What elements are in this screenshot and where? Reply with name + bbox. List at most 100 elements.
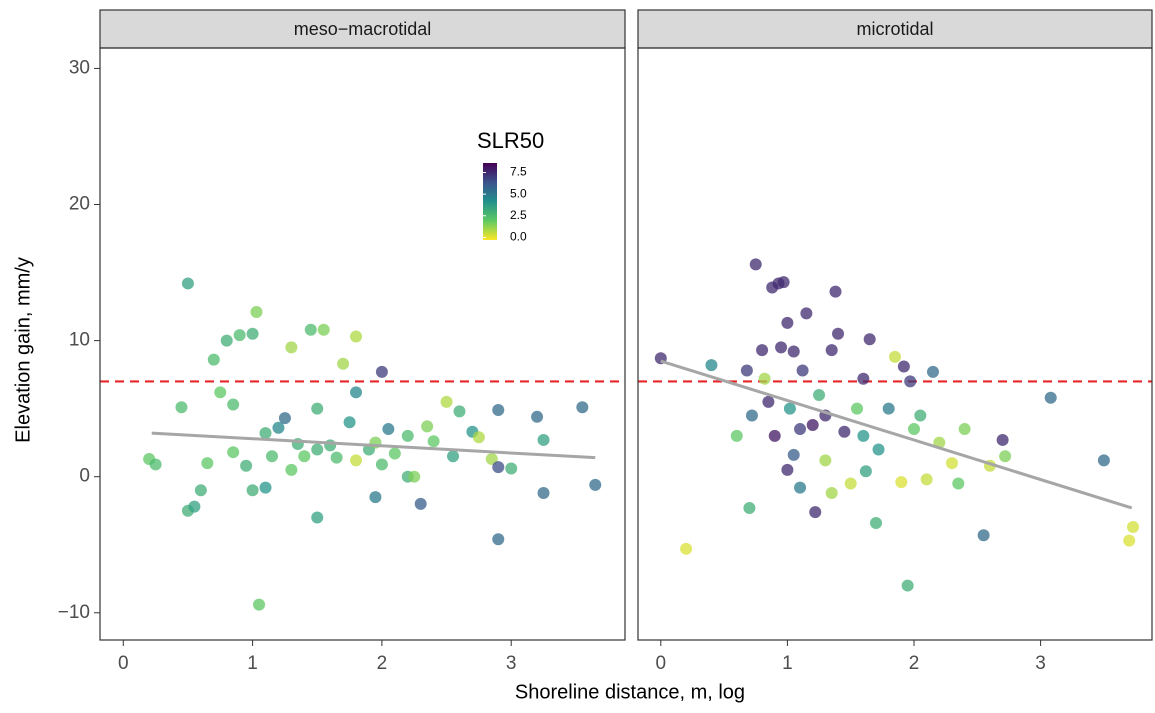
point <box>259 481 272 494</box>
trend-line <box>151 431 596 460</box>
point <box>756 344 769 357</box>
point <box>680 542 693 555</box>
point <box>240 459 253 472</box>
point <box>743 501 756 514</box>
point <box>227 398 240 411</box>
point <box>227 446 240 459</box>
point <box>505 462 518 475</box>
point <box>194 484 207 497</box>
point <box>537 487 550 500</box>
point <box>838 425 851 438</box>
x-tick-label: 0 <box>655 653 666 674</box>
point <box>781 316 794 329</box>
x-tick-label: 3 <box>1035 653 1046 674</box>
point <box>768 429 781 442</box>
x-axis-label: Shoreline distance, m, log <box>515 681 745 703</box>
y-axis-label: Elevation gain, mm/y <box>12 257 34 443</box>
point <box>427 435 440 448</box>
point <box>492 533 505 546</box>
point <box>278 412 291 425</box>
point <box>330 451 343 464</box>
trend-line <box>660 359 1133 510</box>
point <box>272 421 285 434</box>
colorbar-tick-label: 0.0 <box>510 230 527 244</box>
point <box>531 410 544 423</box>
panel-border <box>99 47 626 641</box>
point <box>375 365 388 378</box>
point <box>819 454 832 467</box>
point <box>201 457 214 470</box>
point <box>999 450 1012 463</box>
point <box>220 334 233 347</box>
point <box>857 429 870 442</box>
facet-title: meso−macrotidal <box>294 19 432 39</box>
point <box>749 258 762 271</box>
point <box>388 447 401 460</box>
point <box>246 327 259 340</box>
y-tick-label: 0 <box>79 466 90 487</box>
point <box>926 365 939 378</box>
point <box>369 491 382 504</box>
y-tick-label: 10 <box>69 330 90 351</box>
y-tick-label: −10 <box>58 602 90 623</box>
colorbar-tick-label: 7.5 <box>510 165 527 179</box>
point <box>311 443 324 456</box>
point <box>485 452 498 465</box>
point <box>889 350 901 363</box>
point <box>447 450 460 463</box>
point <box>829 285 842 298</box>
point <box>414 497 427 510</box>
point <box>844 477 857 490</box>
point <box>825 344 838 357</box>
point <box>952 477 965 490</box>
colorbar-tick-label: 2.5 <box>510 208 527 222</box>
point <box>421 420 434 433</box>
point <box>324 439 337 452</box>
point <box>796 364 809 377</box>
point <box>492 404 505 417</box>
point <box>259 427 272 440</box>
point <box>777 276 790 289</box>
x-tick-label: 0 <box>118 653 129 674</box>
x-tick-label: 3 <box>506 653 517 674</box>
point <box>233 329 246 342</box>
panel-border <box>637 47 1153 641</box>
point <box>337 357 350 370</box>
point <box>783 402 796 415</box>
point <box>1097 454 1110 467</box>
point <box>914 409 927 422</box>
point <box>472 431 485 444</box>
y-tick-label: 30 <box>69 57 90 78</box>
point <box>897 360 910 373</box>
point <box>859 465 872 478</box>
point <box>806 418 819 431</box>
point <box>317 323 330 336</box>
point <box>250 306 263 319</box>
point <box>745 409 758 422</box>
point <box>1127 521 1140 534</box>
point <box>813 389 826 402</box>
y-tick-label: 20 <box>69 194 90 215</box>
facet-strip <box>99 9 626 49</box>
point <box>870 516 883 529</box>
point <box>350 330 363 343</box>
colorbar <box>483 163 497 240</box>
point <box>851 402 864 415</box>
point <box>285 463 298 476</box>
facet-strip <box>637 9 1153 49</box>
point <box>214 386 227 399</box>
point <box>901 579 914 592</box>
point <box>311 511 324 524</box>
point <box>576 401 589 414</box>
point <box>350 454 363 467</box>
point <box>958 423 971 436</box>
point <box>809 506 822 519</box>
point <box>996 433 1009 446</box>
point <box>794 423 807 436</box>
point <box>863 333 876 346</box>
point <box>207 353 220 366</box>
point <box>408 470 421 483</box>
legend-title: SLR50 <box>477 128 544 153</box>
point <box>537 433 550 446</box>
point <box>832 327 845 340</box>
